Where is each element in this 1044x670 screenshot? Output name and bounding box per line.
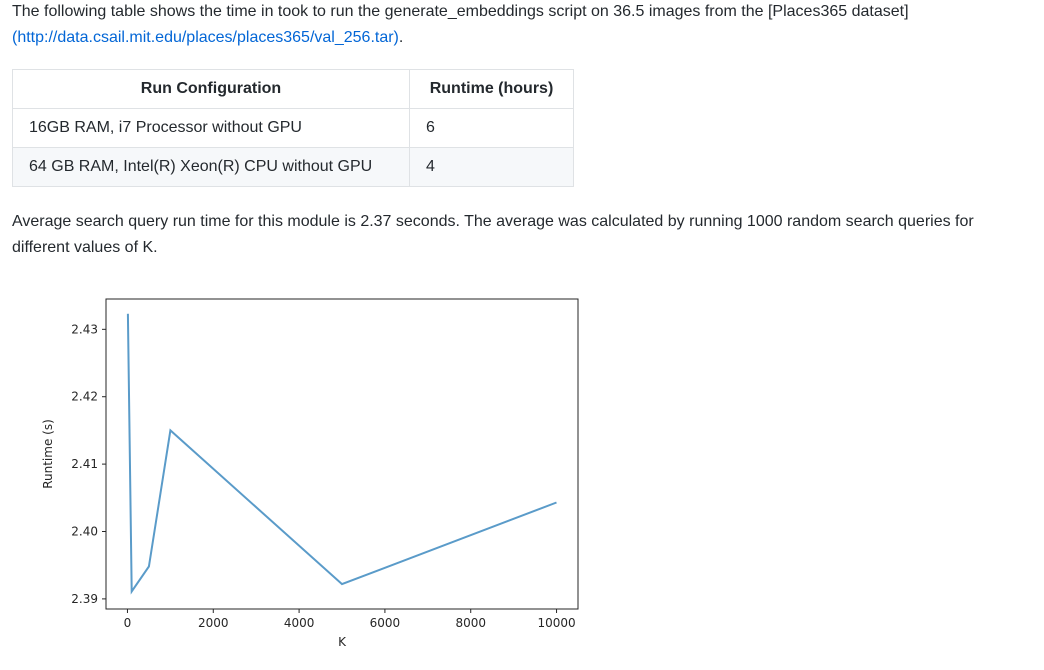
series-group xyxy=(126,313,557,595)
y-axis-label: Runtime (s) xyxy=(41,419,55,489)
x-tick-label: 8000 xyxy=(455,616,486,630)
x-tick-label: 6000 xyxy=(370,616,401,630)
plot-frame xyxy=(105,298,579,610)
table-row: 64 GB RAM, Intel(R) Xeon(R) CPU without … xyxy=(12,147,574,187)
table-row: 16GB RAM, i7 Processor without GPU 6 xyxy=(12,108,574,148)
y-axis: 2.39 2.40 2.41 2.42 2.43 xyxy=(71,322,106,606)
runtime-line-chart: 2.39 2.40 2.41 2.42 2.43 0 2000 4000 6000 8000 10… xyxy=(41,298,579,649)
header-run-configuration: Run Configuration xyxy=(12,69,410,109)
x-tick-label: 4000 xyxy=(284,616,315,630)
x-axis-label: K xyxy=(338,635,347,649)
dataset-link[interactable]: (http://data.csail.mit.edu/places/places… xyxy=(12,29,399,46)
table-header-row: Run Configuration Runtime (hours) xyxy=(12,69,574,109)
table-cell-config: 16GB RAM, i7 Processor without GPU xyxy=(12,108,410,148)
x-tick-label: 2000 xyxy=(198,616,229,630)
y-tick-label: 2.41 xyxy=(71,457,98,471)
header-runtime-hours: Runtime (hours) xyxy=(409,69,574,109)
x-axis: 0 2000 4000 6000 8000 10000 xyxy=(124,609,576,630)
y-tick-label: 2.40 xyxy=(71,525,98,539)
runtime-table: Run Configuration Runtime (hours) 16GB R… xyxy=(12,69,574,187)
x-tick-label: 10000 xyxy=(537,616,575,630)
y-tick-label: 2.39 xyxy=(71,592,98,606)
summary-paragraph: Average search query run time for this m… xyxy=(12,213,974,256)
intro-text-end: . xyxy=(398,29,404,46)
y-tick-label: 2.42 xyxy=(71,390,98,404)
table-cell-config: 64 GB RAM, Intel(R) Xeon(R) CPU without … xyxy=(12,147,410,187)
intro-text: The following table shows the time in to… xyxy=(12,3,909,20)
table-cell-runtime: 6 xyxy=(409,108,574,148)
intro-paragraph: The following table shows the time in to… xyxy=(12,0,1032,51)
table-cell-runtime: 4 xyxy=(409,147,574,187)
y-tick-label: 2.43 xyxy=(71,322,98,336)
series-line xyxy=(126,313,557,595)
x-tick-label: 0 xyxy=(124,616,132,630)
